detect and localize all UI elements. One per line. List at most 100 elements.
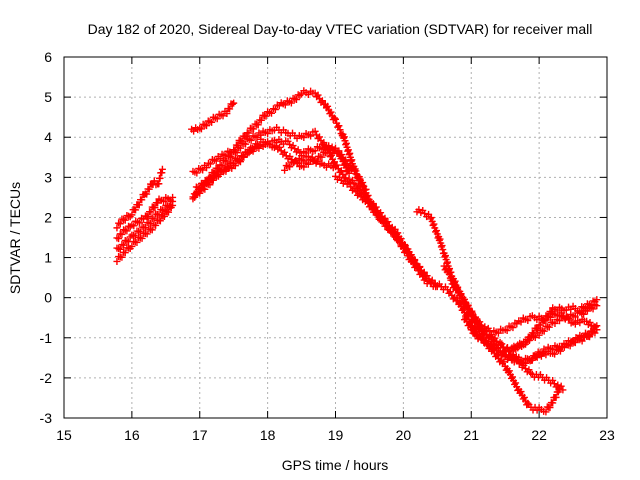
data-point [468, 307, 476, 315]
data-point [402, 247, 410, 255]
data-point [291, 145, 299, 153]
data-point [121, 216, 129, 224]
data-point [336, 126, 344, 134]
data-point [518, 342, 526, 350]
data-point [583, 307, 591, 315]
series-B [113, 193, 177, 243]
data-point [118, 253, 126, 261]
data-point [427, 214, 435, 222]
data-point [565, 314, 573, 322]
data-point [138, 196, 146, 204]
x-tick-label: 17 [192, 427, 208, 443]
data-point [446, 288, 454, 296]
series-C [113, 197, 177, 253]
data-point [557, 382, 565, 390]
y-tick-label: 0 [44, 290, 52, 306]
chart-title: Day 182 of 2020, Sidereal Day-to-day VTE… [88, 21, 593, 37]
data-point [236, 158, 244, 166]
data-point [219, 112, 227, 120]
data-point [212, 157, 220, 165]
data-point [503, 327, 511, 335]
data-point [545, 323, 553, 331]
data-point [432, 227, 440, 235]
data-point [240, 153, 248, 161]
data-point [555, 317, 563, 325]
data-point [151, 204, 159, 212]
data-point [494, 329, 502, 337]
data-point [388, 226, 396, 234]
x-tick-label: 23 [599, 427, 615, 443]
data-point [547, 308, 555, 316]
data-point [408, 256, 416, 264]
data-point [500, 358, 508, 366]
x-tick-label: 20 [396, 427, 412, 443]
data-point [300, 163, 308, 171]
data-point [136, 219, 144, 227]
data-point [136, 228, 144, 236]
data-point [143, 190, 151, 198]
data-point [158, 165, 166, 173]
x-tick-label: 22 [531, 427, 547, 443]
y-tick-label: 5 [44, 89, 52, 105]
data-point [115, 235, 123, 243]
data-point [374, 209, 382, 217]
data-point [132, 206, 140, 214]
data-point [332, 161, 339, 169]
data-point [216, 170, 224, 178]
data-point [394, 229, 402, 237]
data-point [520, 393, 528, 401]
data-point [143, 230, 151, 238]
data-point [589, 305, 597, 313]
data-point [512, 345, 520, 353]
y-tick-label: 3 [44, 169, 52, 185]
data-point [277, 147, 285, 155]
series-L [413, 206, 567, 394]
data-point [524, 317, 532, 325]
data-point [335, 147, 343, 155]
data-point [472, 313, 480, 321]
y-tick-label: 2 [44, 209, 52, 225]
data-point [417, 269, 425, 277]
data-point [116, 245, 124, 253]
data-point [363, 196, 371, 204]
data-point [197, 125, 205, 133]
data-point [154, 199, 162, 207]
series-D [113, 201, 177, 265]
data-point [144, 213, 152, 221]
y-axis-label: SDTVAR / TECUs [7, 182, 23, 294]
data-point [116, 220, 124, 228]
y-tick-label: 6 [44, 49, 52, 65]
data-point [524, 399, 532, 407]
data-point [412, 262, 420, 270]
data-point [345, 169, 353, 177]
series-K [332, 172, 563, 416]
data-point [570, 338, 578, 346]
data-point [517, 318, 525, 326]
data-point [271, 106, 279, 114]
data-point [287, 99, 295, 107]
data-point [226, 105, 234, 113]
data-point [318, 153, 326, 161]
data-point [522, 340, 530, 348]
data-point [300, 157, 308, 165]
data-point [293, 159, 301, 167]
data-point [113, 257, 121, 265]
data-point [304, 160, 312, 168]
data-point [464, 301, 472, 309]
y-tick-label: -3 [40, 410, 53, 426]
data-point [571, 313, 579, 321]
data-point [233, 149, 241, 157]
series-P [467, 326, 601, 367]
data-point [245, 149, 253, 157]
data-point [203, 164, 211, 172]
data-point [593, 296, 601, 304]
data-point [462, 314, 470, 322]
data-point [196, 184, 204, 192]
data-point [148, 226, 156, 234]
data-point [506, 352, 514, 360]
data-point [138, 234, 146, 242]
data-point [133, 238, 141, 246]
data-point [556, 347, 564, 355]
